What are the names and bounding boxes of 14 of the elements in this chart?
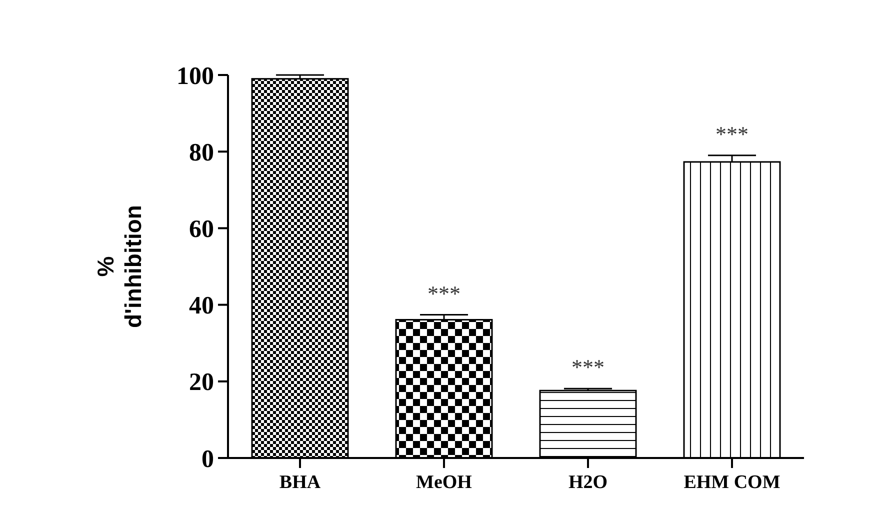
annotation: *** — [428, 280, 460, 306]
x-tick-label: BHA — [279, 472, 321, 493]
x-tick-label: MeOH — [416, 472, 472, 493]
y-tick-label: 80 — [189, 139, 214, 166]
y-tick-label: 0 — [202, 446, 214, 473]
y-tick-label: 60 — [189, 216, 214, 243]
y-axis-title: % d'inhibition — [92, 205, 146, 328]
x-tick-label: EHM COM — [684, 472, 780, 493]
y-tick-label: 100 — [176, 62, 214, 90]
x-tick-label: H2O — [568, 472, 608, 493]
y-tick-label: 40 — [189, 292, 214, 320]
y-tick-label: 20 — [189, 369, 214, 396]
annotation: *** — [572, 354, 604, 380]
annotation: *** — [716, 121, 748, 146]
